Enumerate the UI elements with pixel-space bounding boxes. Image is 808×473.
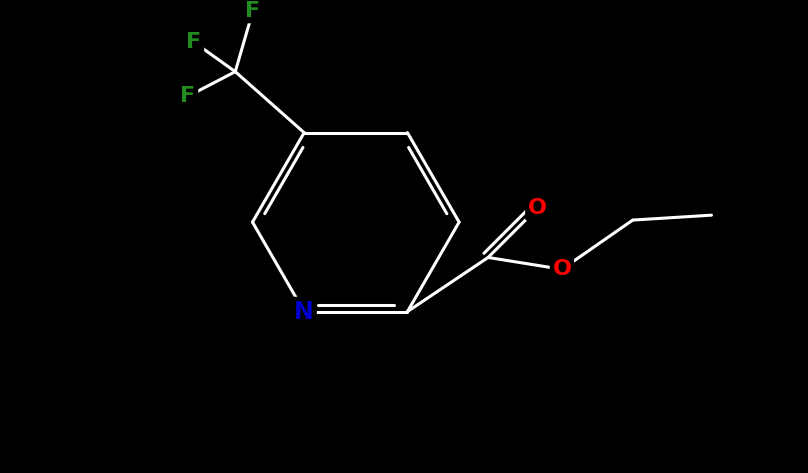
- Text: N: N: [294, 299, 314, 324]
- Text: F: F: [246, 0, 260, 21]
- Text: F: F: [187, 32, 201, 52]
- Text: O: O: [528, 198, 547, 218]
- Text: O: O: [553, 259, 571, 279]
- Text: F: F: [180, 86, 196, 106]
